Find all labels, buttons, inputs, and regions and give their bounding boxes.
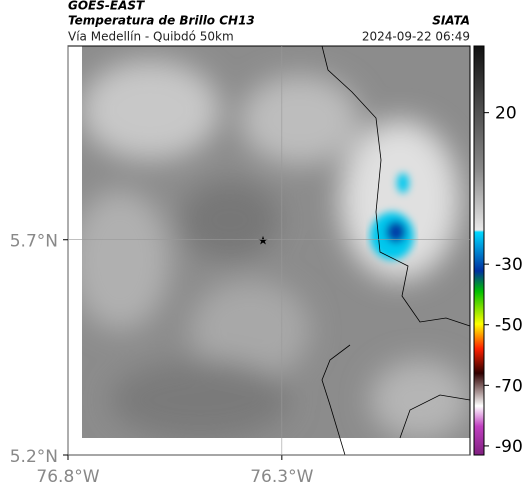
colorbar xyxy=(473,45,485,456)
colorbar-tick-label: 20 xyxy=(495,104,517,124)
satellite-image xyxy=(82,46,470,438)
x-tick-label: 76.3°W xyxy=(250,467,313,487)
x-tick-label: 76.8°W xyxy=(36,467,99,487)
source: SIATA xyxy=(432,14,470,28)
colorbar-tick-label: -30 xyxy=(495,255,523,275)
title: GOES-EAST xyxy=(68,0,145,13)
border xyxy=(321,45,471,456)
city-marker: ★ xyxy=(258,234,269,248)
colorbar-tick-label: -50 xyxy=(495,316,523,336)
y-tick-label: 5.2°N xyxy=(10,447,58,467)
y-tick-label: 5.7°N xyxy=(10,232,58,252)
subtitle: Temperatura de Brillo CH13 xyxy=(68,14,255,28)
colorbar-tick-label: -90 xyxy=(495,437,523,457)
timestamp: 2024-09-22 06:49 xyxy=(362,30,470,44)
colorbar-tick-label: -70 xyxy=(495,376,523,396)
route: Vía Medellín - Quibdó 50km xyxy=(68,30,234,44)
